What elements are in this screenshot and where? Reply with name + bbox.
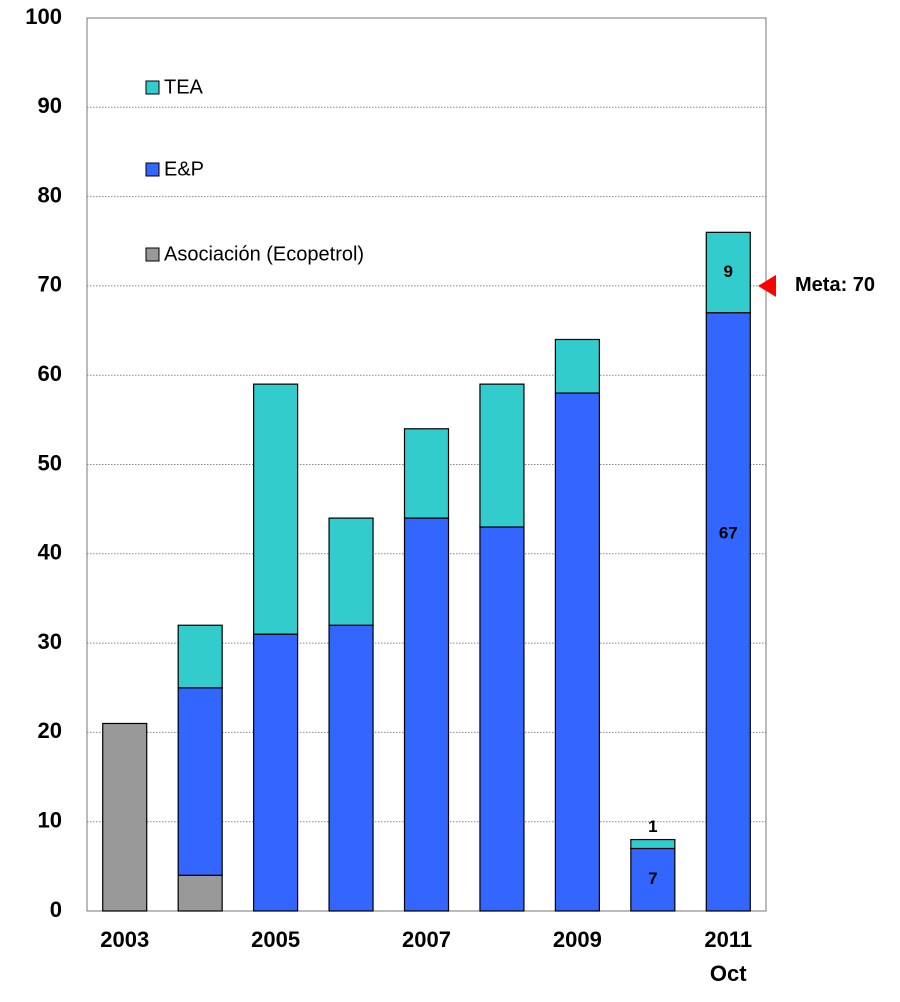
x-tick-label: 2003 (100, 927, 150, 952)
legend-label: Asociación (Ecopetrol) (164, 243, 364, 265)
bar-segment (705, 231, 751, 314)
y-tick-label: 20 (38, 718, 62, 743)
bar-segment (630, 838, 676, 850)
bar-segment (177, 874, 223, 912)
bar-segment (403, 517, 450, 912)
legend-swatch (145, 80, 160, 95)
x-tick-label: 2009 (552, 927, 602, 952)
target-marker (758, 274, 776, 297)
bar-segment (328, 517, 374, 626)
bar-segment (705, 312, 751, 912)
bar-segment (253, 633, 299, 912)
bar-segment (102, 722, 148, 912)
legend-swatch (145, 162, 160, 177)
bar-segment (253, 383, 299, 635)
bar-segment (479, 383, 525, 528)
bar-segment (554, 338, 600, 394)
bar-segment (328, 624, 374, 912)
y-tick-label: 100 (25, 4, 62, 29)
bar-segment (630, 847, 676, 912)
bar-segment (403, 428, 450, 519)
bar-segment (554, 392, 600, 912)
legend-swatch (145, 247, 160, 262)
target-label: Meta: 70 (795, 274, 875, 296)
legend-label: E&P (164, 158, 204, 180)
data-label: 7 (648, 869, 657, 888)
y-tick-label: 30 (38, 629, 62, 654)
y-tick-label: 0 (50, 897, 62, 922)
x-tick-label: 2007 (402, 927, 451, 952)
y-tick-label: 40 (38, 540, 62, 565)
bar-segment (177, 624, 223, 689)
y-tick-label: 70 (38, 272, 62, 297)
y-tick-label: 80 (38, 182, 62, 207)
legend-label: TEA (164, 76, 204, 98)
data-label: 9 (724, 262, 733, 281)
y-tick-label: 10 (38, 808, 62, 833)
data-label: 1 (648, 817, 657, 836)
bar-segment (479, 526, 525, 912)
y-tick-label: 60 (38, 361, 62, 386)
x-tick-label: 2005 (251, 927, 301, 952)
bar-segment (177, 687, 223, 876)
x-tick-label: 2011 Oct (704, 927, 753, 986)
y-tick-label: 90 (38, 93, 62, 118)
y-tick-label: 50 (38, 450, 62, 475)
data-label: 67 (719, 524, 738, 543)
